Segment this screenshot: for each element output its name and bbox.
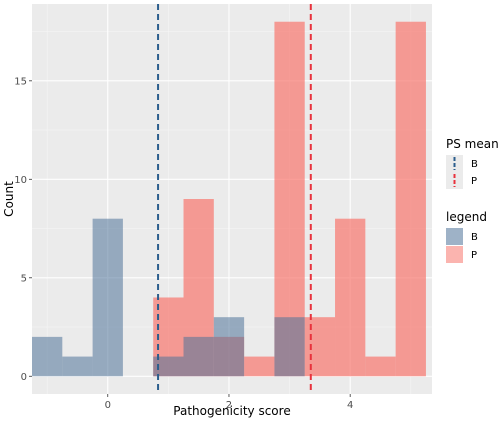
bar-p — [365, 356, 396, 377]
legend-fill-title: legend — [446, 210, 487, 224]
bar-b — [183, 336, 214, 377]
legend-ps-mean-title: PS mean — [446, 137, 499, 151]
bar-p — [304, 317, 336, 377]
legend-swatch-p — [446, 246, 463, 263]
bar-p — [395, 21, 426, 377]
legend-ps-mean-label-p: P — [471, 176, 477, 187]
bar-b — [213, 317, 245, 377]
x-axis-ticks: 0 2 4 — [105, 394, 353, 411]
bar-b — [274, 317, 305, 377]
y-tick-label: 10 — [14, 175, 27, 186]
legend-fill: legend B P — [446, 210, 487, 263]
bar-p — [335, 218, 366, 377]
bar-b — [32, 336, 63, 377]
bar-p — [244, 356, 275, 377]
y-axis-ticks: 0 5 10 15 — [14, 76, 32, 383]
x-tick-label: 2 — [226, 400, 232, 411]
bar-b — [62, 356, 93, 377]
legend-ps-mean: PS mean B P — [446, 137, 499, 189]
y-tick-label: 5 — [21, 273, 27, 284]
x-tick-label: 0 — [105, 400, 111, 411]
legend-swatch-b — [446, 228, 463, 245]
bar-b — [92, 218, 123, 377]
x-tick-label: 4 — [347, 400, 353, 411]
y-axis-title: Count — [2, 181, 16, 217]
mean-lines — [157, 4, 312, 394]
x-axis-title: Pathogenicity score — [173, 404, 290, 418]
bar-b — [153, 356, 184, 377]
legend-ps-mean-label-b: B — [471, 159, 478, 170]
histogram-bars — [32, 21, 426, 377]
y-tick-label: 15 — [14, 76, 27, 87]
y-tick-label: 0 — [21, 372, 27, 383]
bar-p — [274, 21, 305, 377]
legend-fill-label-b: B — [471, 232, 478, 243]
legend-fill-label-p: P — [471, 250, 477, 261]
